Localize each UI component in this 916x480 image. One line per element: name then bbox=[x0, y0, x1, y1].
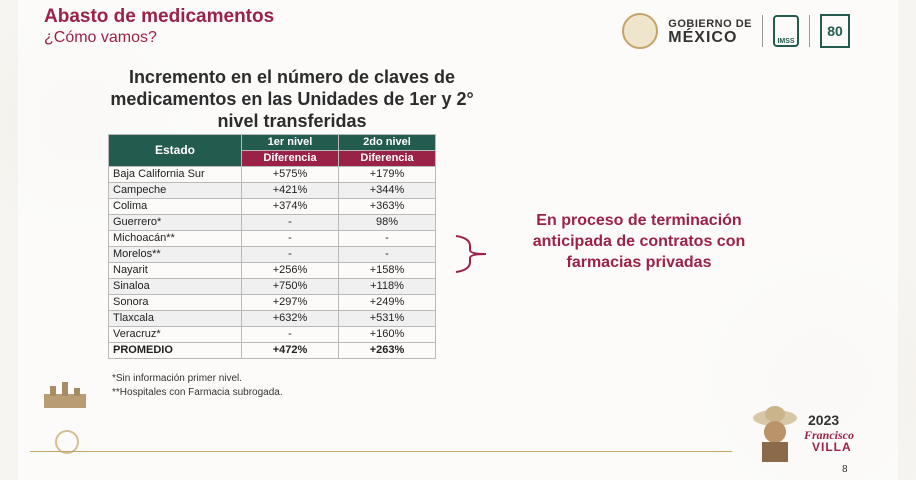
page-number: 8 bbox=[842, 464, 848, 475]
villa-label: VILLA bbox=[812, 440, 852, 454]
imss-logo: IMSS bbox=[773, 15, 799, 47]
imss-80-logo: 80 bbox=[820, 14, 850, 48]
nivel2-cell: +363% bbox=[338, 198, 436, 215]
nivel1-cell: +297% bbox=[241, 294, 339, 311]
estado-cell: Michoacán** bbox=[108, 230, 242, 247]
nivel2-cell: +179% bbox=[338, 166, 436, 183]
estado-cell: Campeche bbox=[108, 182, 242, 199]
nivel2-cell: +531% bbox=[338, 310, 436, 327]
monument-icon bbox=[44, 382, 86, 408]
table-row: Tlaxcala +632% +531% bbox=[108, 310, 436, 327]
callout-text: En proceso de terminación anticipada de … bbox=[498, 210, 780, 273]
footnote-2: **Hospitales con Farmacia subrogada. bbox=[112, 387, 283, 398]
estado-cell: Sinaloa bbox=[108, 278, 242, 295]
imss80-label: 80 bbox=[827, 23, 843, 39]
logo-divider bbox=[809, 15, 810, 47]
footnote-1: *Sin información primer nivel. bbox=[112, 373, 243, 384]
slide-subtitle: ¿Cómo vamos? bbox=[44, 29, 157, 46]
year-label: 2023 bbox=[808, 412, 840, 428]
heading-line1: Incremento en el número de claves de bbox=[128, 67, 456, 87]
estado-cell: Veracruz* bbox=[108, 326, 242, 343]
promedio-label: PROMEDIO bbox=[108, 342, 242, 359]
slide-title: Abasto de medicamentos bbox=[44, 6, 275, 27]
table-row: Campeche +421% +344% bbox=[108, 182, 436, 199]
nivel2-cell: +344% bbox=[338, 182, 436, 199]
nivel2-cell: 98% bbox=[338, 214, 436, 231]
nivel2-cell: +118% bbox=[338, 278, 436, 295]
callout-line2: anticipada de contratos con bbox=[532, 233, 746, 250]
nivel2-cell: - bbox=[338, 230, 436, 247]
brace-icon bbox=[455, 235, 487, 273]
mexico-seal-icon bbox=[622, 13, 659, 49]
claves-table: Estado 1er nivel 2do nivel Diferencia Di… bbox=[108, 134, 436, 359]
villa-portrait-icon bbox=[753, 406, 797, 462]
nivel1-cell: +750% bbox=[241, 278, 339, 295]
table-heading: Incremento en el número de claves de med… bbox=[86, 66, 498, 132]
nivel1-cell: - bbox=[241, 230, 339, 247]
nivel2-cell: +160% bbox=[338, 326, 436, 343]
heading-line2: medicamentos en las Unidades de 1er y 2° bbox=[110, 89, 474, 109]
estado-cell: Baja California Sur bbox=[108, 166, 242, 183]
promedio-row: PROMEDIO +472% +263% bbox=[108, 342, 436, 359]
nivel1-cell: +632% bbox=[241, 310, 339, 327]
callout-line1: En proceso de terminación bbox=[536, 212, 742, 229]
table-row: Morelos** - - bbox=[108, 246, 436, 263]
nivel1-cell: +575% bbox=[241, 166, 339, 183]
footnotes: *Sin información primer nivel. **Hospita… bbox=[112, 372, 283, 400]
nivel1-cell: - bbox=[241, 214, 339, 231]
header-diferencia1: Diferencia bbox=[241, 150, 339, 167]
francisco-villa-logo: 2023 Francisco VILLA bbox=[752, 402, 862, 464]
nivel2-cell: +249% bbox=[338, 294, 436, 311]
estado-cell: Guerrero* bbox=[108, 214, 242, 231]
nivel1-cell: - bbox=[241, 326, 339, 343]
gobierno-line2: MÉXICO bbox=[668, 29, 738, 46]
table-row: Michoacán** - - bbox=[108, 230, 436, 247]
nivel2-cell: - bbox=[338, 246, 436, 263]
footer-divider bbox=[30, 451, 732, 452]
heading-line3: nivel transferidas bbox=[217, 111, 367, 131]
promedio-nivel1: +472% bbox=[241, 342, 339, 359]
estado-cell: Tlaxcala bbox=[108, 310, 242, 327]
nivel1-cell: +374% bbox=[241, 198, 339, 215]
table-row: Guerrero* -98% bbox=[108, 214, 436, 231]
estado-cell: Morelos** bbox=[108, 246, 242, 263]
seal-icon bbox=[55, 430, 79, 454]
gobierno-logo: GOBIERNO DE MÉXICO bbox=[668, 17, 752, 46]
imss-label: IMSS bbox=[777, 38, 795, 45]
header-nivel2: 2do nivel bbox=[338, 134, 436, 151]
logo-divider bbox=[762, 15, 763, 47]
table-row: Nayarit +256% +158% bbox=[108, 262, 436, 279]
header-estado: Estado bbox=[108, 134, 242, 167]
callout-line3: farmacias privadas bbox=[566, 254, 712, 271]
nivel2-cell: +158% bbox=[338, 262, 436, 279]
header-diferencia2: Diferencia bbox=[338, 150, 436, 167]
header-nivel1: 1er nivel bbox=[241, 134, 339, 151]
francisco-label: Francisco bbox=[804, 428, 855, 442]
table-row: Baja California Sur +575% +179% bbox=[108, 166, 436, 183]
estado-cell: Nayarit bbox=[108, 262, 242, 279]
promedio-nivel2: +263% bbox=[338, 342, 436, 359]
nivel1-cell: +421% bbox=[241, 182, 339, 199]
table-row: Veracruz* - +160% bbox=[108, 326, 436, 343]
table-row: Sonora +297% +249% bbox=[108, 294, 436, 311]
estado-cell: Colima bbox=[108, 198, 242, 215]
table-row: Sinaloa +750% +118% bbox=[108, 278, 436, 295]
nivel1-cell: +256% bbox=[241, 262, 339, 279]
nivel1-cell: - bbox=[241, 246, 339, 263]
table-row: Colima +374% +363% bbox=[108, 198, 436, 215]
gobierno-line1: GOBIERNO DE bbox=[668, 18, 752, 30]
header-logos: GOBIERNO DE MÉXICO IMSS 80 bbox=[622, 12, 850, 50]
estado-cell: Sonora bbox=[108, 294, 242, 311]
